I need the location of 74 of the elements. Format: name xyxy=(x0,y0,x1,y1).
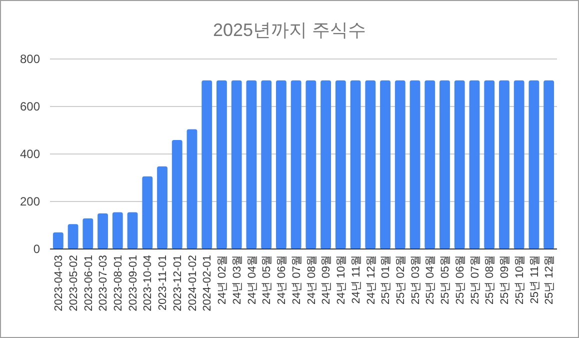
x-tick-label: 2023-05-02 xyxy=(68,255,80,312)
x-tick-label: 2023-10-04 xyxy=(142,255,154,312)
bar xyxy=(440,80,450,249)
x-tick-label: 2023-04-03 xyxy=(53,255,66,312)
y-tick-label: 600 xyxy=(20,100,40,114)
x-tick-label: 25년 11월 xyxy=(528,255,541,304)
bar xyxy=(499,80,510,249)
bar xyxy=(484,80,495,249)
bar xyxy=(454,80,465,249)
y-tick-label: 0 xyxy=(33,242,40,256)
x-tick-label: 25년 03월 xyxy=(410,255,422,305)
x-tick-label: 24년 12월 xyxy=(365,255,378,305)
x-tick-label: 24년 11월 xyxy=(350,255,362,304)
y-tick-label: 800 xyxy=(20,52,40,66)
bar xyxy=(216,80,227,249)
x-tick-label: 25년 05월 xyxy=(440,255,452,305)
bar xyxy=(394,80,406,249)
x-tick-label: 24년 02월 xyxy=(216,255,229,305)
x-tick-label: 24년 08월 xyxy=(306,255,318,305)
bar xyxy=(410,80,420,249)
bar xyxy=(528,80,540,249)
x-tick-label: 25년 02월 xyxy=(394,255,407,305)
x-tick-label: 24년 04월 xyxy=(246,255,258,305)
x-tick-label: 25년 09월 xyxy=(499,255,512,305)
x-tick-label: 2023-08-01 xyxy=(112,255,124,312)
y-tick-label: 200 xyxy=(20,194,40,209)
bar xyxy=(246,80,257,249)
bar xyxy=(98,213,108,249)
bar xyxy=(112,212,123,249)
bar xyxy=(261,80,272,249)
x-tick-label: 25년 01월 xyxy=(380,255,392,305)
bar xyxy=(290,80,302,249)
bar xyxy=(202,80,212,249)
x-tick-label: 2023-11-01 xyxy=(157,255,170,310)
bar xyxy=(186,129,198,249)
bar xyxy=(172,140,182,249)
bar xyxy=(335,80,346,249)
x-tick-label: 25년 10월 xyxy=(514,255,526,305)
bar xyxy=(82,218,94,249)
x-tick-label: 25년 04월 xyxy=(424,255,437,305)
bar xyxy=(127,212,138,249)
x-tick-label: 25년 06월 xyxy=(454,255,466,305)
x-tick-label: 25년 12월 xyxy=(544,255,556,305)
x-tick-label: 24년 10월 xyxy=(336,255,348,305)
bar xyxy=(469,80,480,249)
bar xyxy=(544,80,554,249)
bar xyxy=(142,176,153,249)
bar xyxy=(424,80,436,249)
bar xyxy=(306,80,316,249)
bar xyxy=(52,232,64,249)
x-tick-label: 24년 07월 xyxy=(290,255,303,305)
bar xyxy=(380,80,390,249)
bar xyxy=(350,80,361,249)
x-tick-label: 2023-12-01 xyxy=(172,255,184,312)
bar xyxy=(365,80,376,249)
bar xyxy=(320,80,332,249)
bar xyxy=(514,80,524,249)
x-tick-label: 24년 09월 xyxy=(320,255,333,305)
x-tick-label: 2023-07-03 xyxy=(98,255,110,312)
bar xyxy=(157,166,168,249)
chart-title: 2025년까지 주식수 xyxy=(212,20,366,40)
x-tick-label: 2023-06-01 xyxy=(82,255,95,312)
x-tick-label: 2024-01-02 xyxy=(186,255,199,312)
bar xyxy=(276,80,286,249)
x-tick-label: 25년 07월 xyxy=(469,255,482,305)
x-tick-label: 24년 05월 xyxy=(261,255,274,305)
x-tick-label: 25년 08월 xyxy=(484,255,496,305)
x-tick-label: 2024-02-01 xyxy=(202,255,214,312)
bar xyxy=(231,80,242,249)
bar xyxy=(68,224,78,249)
x-tick-label: 24년 06월 xyxy=(276,255,288,305)
x-tick-label: 2023-09-01 xyxy=(127,255,140,312)
x-tick-label: 24년 03월 xyxy=(231,255,244,305)
y-tick-label: 400 xyxy=(20,147,40,162)
